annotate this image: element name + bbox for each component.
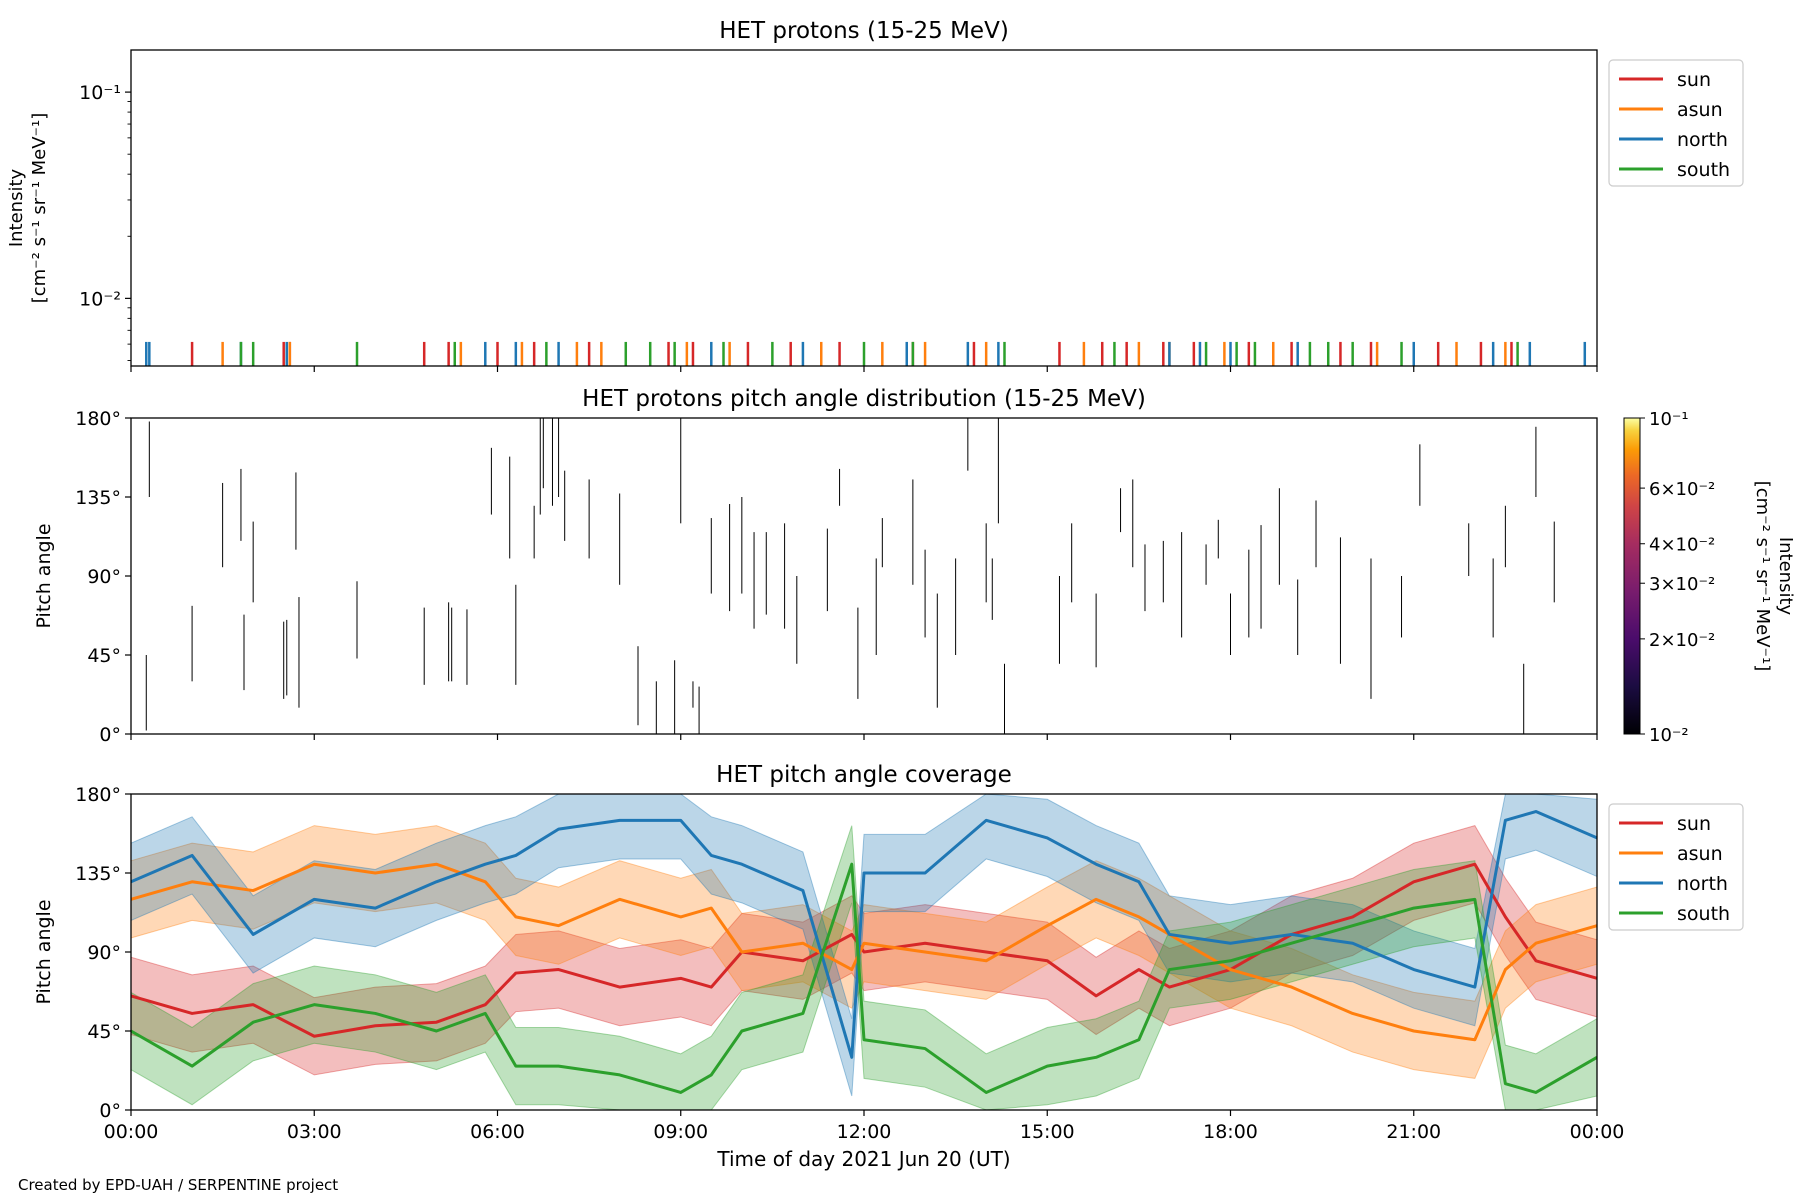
colorbar-tick-label: 10⁻¹ bbox=[1649, 409, 1689, 430]
y-tick-label: 45° bbox=[87, 1021, 121, 1043]
x-tick-label: 09:00 bbox=[653, 1121, 708, 1143]
footer-credit: Created by EPD-UAH / SERPENTINE project bbox=[18, 1176, 339, 1194]
legend-label-sun: sun bbox=[1677, 813, 1711, 835]
x-tick-label: 03:00 bbox=[287, 1121, 342, 1143]
panel2-title: HET protons pitch angle distribution (15… bbox=[582, 386, 1146, 412]
coverage-plot bbox=[131, 794, 1597, 1110]
legend-label-sun: sun bbox=[1677, 69, 1711, 91]
legend-label-north: north bbox=[1677, 873, 1728, 895]
series-south bbox=[239, 341, 1519, 366]
y-axis-label: Pitch angle bbox=[33, 523, 55, 628]
legend-frame bbox=[1608, 803, 1744, 931]
y-tick-label: 180° bbox=[75, 408, 121, 430]
y-axis-label: Intensity bbox=[6, 168, 27, 247]
x-axis-label: Time of day 2021 Jun 20 (UT) bbox=[716, 1147, 1010, 1171]
colorbar-label: Intensity bbox=[1775, 537, 1796, 616]
panel3-legend: sun asun north south bbox=[1608, 803, 1744, 931]
panel1-legend: sun asun north south bbox=[1608, 59, 1744, 187]
x-tick-label: 06:00 bbox=[470, 1121, 525, 1143]
legend-label-asun: asun bbox=[1677, 99, 1723, 121]
y-tick-label: 180° bbox=[75, 784, 121, 806]
band-south bbox=[131, 825, 1597, 1110]
colorbar-label-units: [cm⁻² s⁻¹ sr⁻¹ MeV⁻¹] bbox=[1752, 481, 1773, 672]
panel2-axes bbox=[130, 417, 1598, 735]
colorbar-tick-label: 2×10⁻² bbox=[1649, 630, 1715, 651]
series-north bbox=[145, 341, 1587, 366]
y-tick-label: 10⁻² bbox=[79, 288, 121, 310]
colorbar-tick-label: 3×10⁻² bbox=[1649, 574, 1715, 595]
legend-label-asun: asun bbox=[1677, 843, 1723, 865]
x-tick-label: 18:00 bbox=[1203, 1121, 1258, 1143]
colorbar bbox=[1623, 417, 1641, 735]
colorbar-tick-label: 4×10⁻² bbox=[1649, 535, 1715, 556]
line-south bbox=[131, 862, 1597, 1094]
legend-frame bbox=[1608, 59, 1744, 187]
band-north bbox=[131, 794, 1597, 1097]
panel1-axes bbox=[130, 49, 1598, 367]
x-tick-label: 21:00 bbox=[1386, 1121, 1441, 1143]
y-tick-label: 135° bbox=[75, 487, 121, 509]
legend-label-south: south bbox=[1677, 159, 1730, 181]
x-tick-label: 00:00 bbox=[1570, 1121, 1625, 1143]
y-tick-label: 0° bbox=[99, 724, 121, 746]
series-sun bbox=[190, 341, 1513, 366]
y-tick-label: 135° bbox=[75, 863, 121, 885]
legend-label-north: north bbox=[1677, 129, 1728, 151]
y-axis-label: Pitch angle bbox=[33, 899, 55, 1004]
colorbar-tick-label: 10⁻² bbox=[1649, 725, 1689, 746]
y-tick-label: 10⁻¹ bbox=[79, 82, 121, 104]
y-tick-label: 90° bbox=[87, 566, 121, 588]
y-axis-label-units: [cm⁻² s⁻¹ sr⁻¹ MeV⁻¹] bbox=[29, 113, 50, 304]
colorbar-tick-label: 6×10⁻² bbox=[1649, 479, 1715, 500]
x-tick-label: 00:00 bbox=[104, 1121, 159, 1143]
panel3-title: HET pitch angle coverage bbox=[716, 762, 1012, 788]
legend-label-south: south bbox=[1677, 903, 1730, 925]
y-tick-label: 0° bbox=[99, 1100, 121, 1122]
pad-segments bbox=[145, 418, 1555, 734]
y-tick-label: 45° bbox=[87, 645, 121, 667]
x-tick-label: 15:00 bbox=[1020, 1121, 1075, 1143]
x-tick-label: 12:00 bbox=[837, 1121, 892, 1143]
y-tick-label: 90° bbox=[87, 942, 121, 964]
panel1-title: HET protons (15-25 MeV) bbox=[719, 18, 1009, 44]
